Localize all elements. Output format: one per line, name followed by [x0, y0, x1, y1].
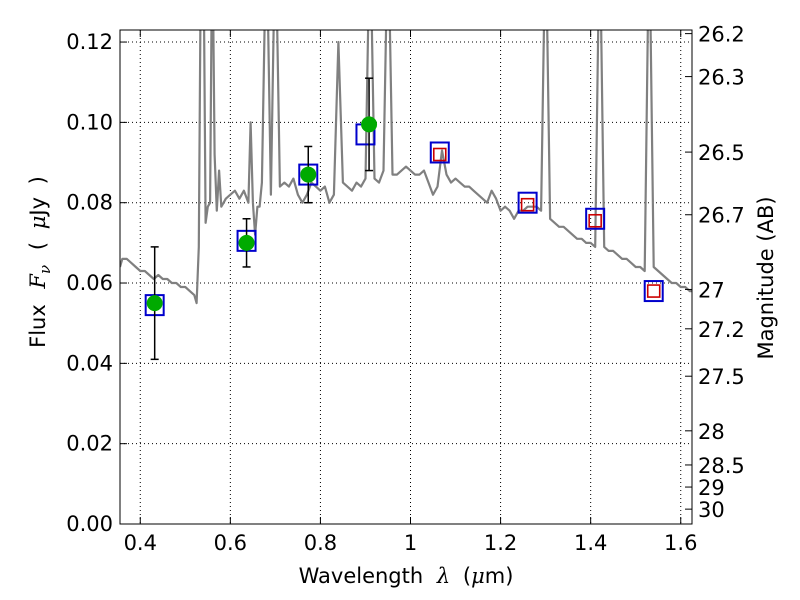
y-tick-label: 0.10: [66, 110, 113, 134]
magnitude-tick-label: 30: [698, 498, 725, 522]
photometry-point: [146, 295, 163, 312]
magnitude-tick-label: 28: [698, 420, 725, 444]
y-tick-label: 0.02: [66, 432, 113, 456]
axes-frame: [119, 29, 693, 525]
x-tick-label: 1.2: [484, 531, 517, 555]
x-tick-label: 1.6: [664, 531, 697, 555]
magnitude-tick-label: 29: [698, 476, 725, 500]
upper-band-square: [646, 284, 661, 298]
y-axis-title: Flux Fν ( μJy ): [26, 176, 55, 348]
magnitude-tick-label: 28.5: [698, 454, 745, 478]
y-tick-label: 0.00: [66, 512, 113, 536]
x-tick-label: 1: [404, 531, 417, 555]
model-band-square: [429, 141, 450, 164]
x-tick-label: 0.4: [124, 531, 157, 555]
photometry-point: [361, 116, 378, 133]
x-tick-label: 0.8: [304, 531, 337, 555]
photometry-point: [238, 234, 255, 251]
model-band-square: [585, 207, 606, 230]
upper-band-square: [432, 147, 447, 162]
magnitude-tick-label: 26.7: [698, 204, 745, 228]
upper-band-square: [588, 213, 602, 228]
plot-frame: [119, 29, 693, 525]
right-axis-title: Magnitude (AB): [754, 196, 778, 359]
magnitude-tick-label: 27.2: [698, 318, 745, 342]
y-tick-label: 0.12: [66, 30, 113, 54]
photometry-point: [300, 166, 317, 183]
upper-band-square: [520, 197, 535, 212]
magnitude-tick-label: 26.2: [698, 23, 745, 47]
spectrum-line: [120, 30, 692, 305]
magnitude-tick-label: 26.3: [698, 66, 745, 90]
plot-area: [120, 30, 692, 361]
x-tick-label: 0.6: [214, 531, 247, 555]
y-tick-label: 0.08: [66, 191, 113, 215]
magnitude-tick-label: 27: [698, 278, 725, 302]
y-tick-label: 0.04: [66, 351, 113, 375]
y-tick-label: 0.06: [66, 271, 113, 295]
model-band-square: [643, 280, 664, 303]
magnitude-tick-label: 27.5: [698, 365, 745, 389]
magnitude-tick-label: 26.5: [698, 141, 745, 165]
model-band-square: [517, 191, 538, 214]
x-axis-title: Wavelength λ (μm): [299, 564, 514, 588]
x-tick-label: 1.4: [574, 531, 607, 555]
ticks: 0.4 0.6 0.8 1 1.2 1.4 1.6 0.00 0.02 0.04 0.06 0.08 0…: [66, 23, 745, 555]
